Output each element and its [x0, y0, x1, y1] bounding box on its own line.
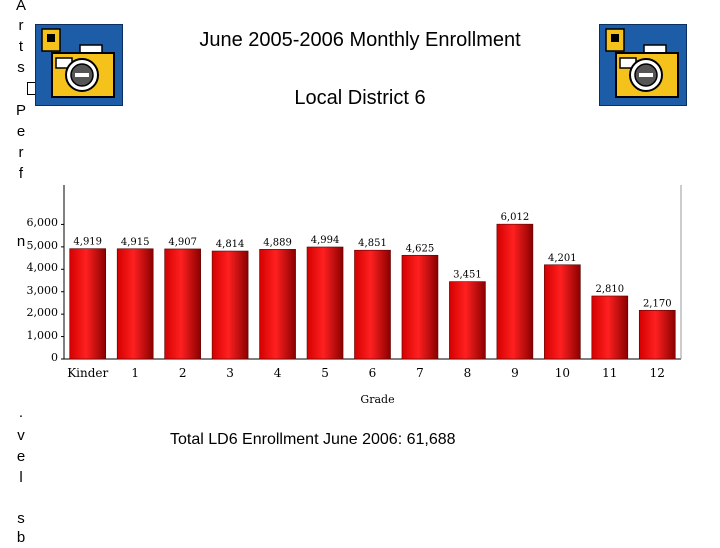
y-tick-label: 5,000: [26, 238, 59, 252]
bar-5: [306, 246, 344, 360]
side-letter: r: [18, 17, 24, 34]
x-tick-label: Kinder: [67, 366, 108, 380]
x-tick-label: 7: [416, 366, 424, 380]
bar-12: [638, 310, 676, 360]
x-tick-label: 9: [511, 366, 519, 380]
data-label: 6,012: [501, 212, 530, 223]
x-axis-label: Grade: [360, 393, 394, 406]
page-subtitle: Local District 6: [294, 87, 426, 109]
data-label: 4,994: [311, 235, 340, 246]
data-label: 3,451: [453, 270, 482, 281]
total-enrollment: Total LD6 Enrollment June 2006: 61,688: [170, 431, 456, 448]
side-letter: s: [17, 510, 25, 527]
side-letter: e: [16, 448, 26, 465]
side-letter: .: [18, 404, 24, 421]
bar-1: [116, 248, 154, 360]
data-label: 4,814: [216, 239, 245, 250]
data-label: 4,201: [548, 253, 577, 264]
page-title: June 2005-2006 Monthly Enrollment: [199, 29, 521, 51]
y-tick-label: 1,000: [26, 328, 59, 342]
camera-icon: [35, 24, 123, 106]
bar-9: [496, 223, 534, 360]
x-tick-label: 5: [321, 366, 329, 380]
camera-icon: [599, 24, 687, 106]
enrollment-chart: 4,919 Kinder 4,915 1 4,907 2 4,814 3 4,889 4 4,994…: [60, 185, 686, 410]
x-tick-label: 1: [131, 366, 139, 380]
bar-7: [401, 254, 439, 360]
y-tick-label: 2,000: [26, 306, 59, 320]
side-letter: e: [16, 123, 26, 140]
side-letter: v: [17, 427, 25, 444]
x-tick-label: 6: [369, 366, 377, 380]
x-tick-label: 8: [464, 366, 472, 380]
side-letter: n: [16, 233, 26, 250]
x-tick-label: 2: [179, 366, 187, 380]
side-letter: t: [18, 38, 24, 55]
side-letter: r: [18, 144, 24, 161]
x-tick-label: 3: [226, 366, 234, 380]
side-letter: P: [15, 102, 26, 119]
bar-11: [591, 295, 629, 360]
x-tick-label: 11: [602, 366, 617, 380]
data-label: 4,851: [358, 238, 387, 249]
bar-kinder: [69, 248, 107, 360]
side-letter: b: [16, 529, 26, 546]
y-tick-label: 6,000: [26, 216, 59, 230]
data-label: 4,907: [168, 237, 197, 248]
bar-3: [211, 250, 249, 360]
y-tick-label: 3,000: [26, 283, 59, 297]
data-label: 4,889: [263, 237, 292, 248]
bar-2: [164, 248, 201, 360]
data-label: 2,170: [643, 298, 672, 309]
y-tick-label: 4,000: [26, 261, 59, 275]
x-tick-label: 12: [650, 366, 665, 380]
x-tick-label: 4: [274, 366, 282, 380]
side-letter: f: [18, 165, 24, 182]
bar-chart: 4,919 Kinder 4,915 1 4,907 2 4,814 3 4,889 4 4,994…: [61, 185, 682, 406]
data-label: 2,810: [595, 284, 624, 295]
bar-6: [354, 249, 391, 360]
bar-10: [544, 264, 581, 360]
y-tick-label: 0: [51, 351, 58, 364]
side-letter: l: [19, 469, 23, 486]
side-letter: s: [17, 59, 25, 76]
data-label: 4,915: [121, 237, 150, 248]
x-tick-label: 10: [555, 366, 570, 380]
data-label: 4,919: [73, 237, 102, 248]
bar-4: [259, 249, 296, 360]
side-letter: A: [15, 0, 26, 14]
bar-8: [449, 281, 486, 360]
data-label: 4,625: [406, 243, 435, 254]
